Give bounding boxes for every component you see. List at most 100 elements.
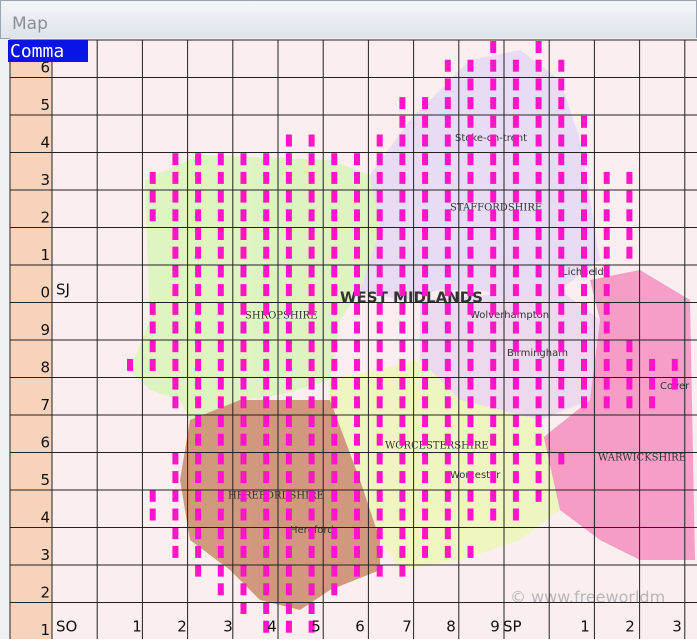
record-dot <box>217 452 224 465</box>
record-dot <box>535 321 542 334</box>
record-dot <box>263 321 270 334</box>
record-dot <box>240 265 247 278</box>
record-dot <box>308 228 315 240</box>
record-dot <box>512 471 519 484</box>
region-label: WEST MIDLANDS <box>340 289 483 307</box>
record-dot <box>626 190 633 203</box>
record-dot <box>354 545 360 558</box>
record-dot <box>535 415 542 427</box>
record-dot <box>467 471 474 484</box>
record-dot <box>512 396 519 409</box>
town-label: Wolverhampton <box>470 310 549 321</box>
record-dot <box>558 377 565 390</box>
record-dot <box>285 564 292 577</box>
record-dot <box>558 265 565 278</box>
column-label: 1 <box>580 618 590 636</box>
record-dot <box>217 246 224 259</box>
row-label: 0 <box>40 284 50 302</box>
column-label: 8 <box>446 618 456 636</box>
record-dot <box>285 340 292 353</box>
record-dot <box>331 209 338 222</box>
record-dot <box>603 265 610 278</box>
record-dot <box>490 41 497 53</box>
record-dot <box>490 209 497 222</box>
row-label: 6 <box>40 59 50 77</box>
record-dot <box>172 190 179 203</box>
record-dot <box>512 302 519 315</box>
record-dot <box>399 171 406 184</box>
row-label: 4 <box>40 134 50 152</box>
record-dot <box>217 545 224 558</box>
record-dot <box>172 284 179 297</box>
record-dot <box>444 527 451 540</box>
record-dot <box>671 358 678 371</box>
title-bar <box>0 0 697 39</box>
record-dot <box>331 340 338 353</box>
record-dot <box>285 246 292 259</box>
record-dot <box>308 358 315 371</box>
record-dot <box>331 284 338 297</box>
record-dot <box>263 246 270 259</box>
record-dot <box>195 396 202 409</box>
record-dot <box>376 564 383 577</box>
record-dot <box>535 358 542 371</box>
record-dot <box>240 209 247 222</box>
record-dot <box>354 489 360 502</box>
row-label-cell <box>9 489 53 528</box>
record-dot <box>331 171 338 184</box>
record-dot <box>285 545 292 558</box>
record-dot <box>535 433 542 446</box>
record-dot <box>558 302 565 315</box>
town-label: Birmingham <box>507 348 568 359</box>
record-dot <box>490 265 497 278</box>
record-dot <box>354 527 360 540</box>
record-dot <box>422 153 429 166</box>
record-dot <box>444 545 451 558</box>
record-dot <box>308 489 315 502</box>
record-dot <box>285 321 292 334</box>
west-midlands-area <box>420 290 600 420</box>
record-dot <box>376 228 383 240</box>
record-dot <box>263 284 270 297</box>
record-dot <box>581 302 587 315</box>
record-dot <box>149 340 156 353</box>
record-dot <box>535 115 542 128</box>
record-dot <box>512 209 519 222</box>
record-dot <box>376 489 383 502</box>
row-label-cell <box>9 414 53 453</box>
record-dot <box>535 340 542 353</box>
record-dot <box>331 564 338 577</box>
record-dot <box>308 452 315 465</box>
record-dot <box>467 396 474 409</box>
record-dot <box>444 284 451 297</box>
record-dot <box>195 452 202 465</box>
record-dot <box>172 489 179 502</box>
row-label-cell <box>9 602 53 641</box>
record-dot <box>444 134 451 147</box>
record-dot <box>444 321 451 334</box>
record-dot <box>422 209 429 222</box>
column-label: 5 <box>311 618 321 636</box>
record-dot <box>422 358 429 371</box>
row-label: 8 <box>40 359 50 377</box>
record-dot <box>603 171 610 184</box>
record-dot <box>354 471 360 484</box>
record-dot <box>285 284 292 297</box>
record-dot <box>308 471 315 484</box>
record-dot <box>467 59 474 72</box>
record-dot <box>581 377 587 390</box>
record-dot <box>263 602 270 614</box>
record-dot <box>240 471 247 484</box>
record-dot <box>354 284 360 297</box>
county-label: HEREFORDSHIRE <box>228 491 324 502</box>
record-dot <box>172 396 179 409</box>
record-dot <box>195 209 202 222</box>
record-dot <box>149 489 156 502</box>
record-dot <box>467 302 474 315</box>
record-dot <box>354 246 360 259</box>
column-label: 6 <box>355 618 365 636</box>
record-dot <box>535 134 542 147</box>
record-dot <box>581 358 587 371</box>
record-dot <box>581 340 587 353</box>
record-dot <box>581 153 587 166</box>
